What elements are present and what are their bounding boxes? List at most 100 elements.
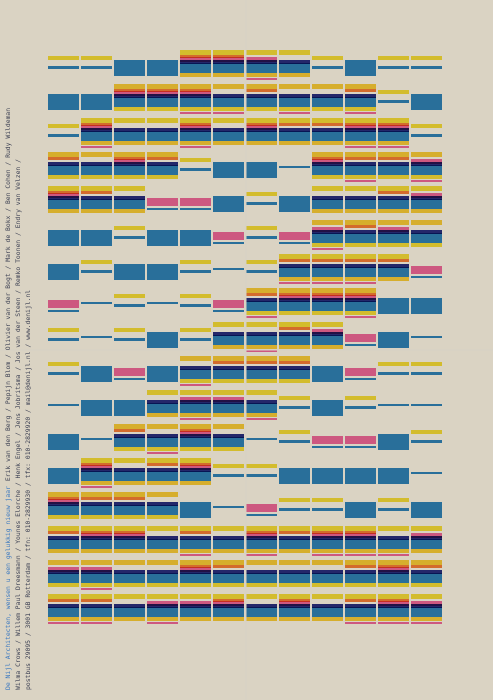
stripe <box>81 141 112 145</box>
stripe <box>114 458 145 463</box>
stripe <box>180 168 211 171</box>
stripe <box>180 458 211 463</box>
stripe <box>114 209 145 213</box>
stripe <box>279 322 310 327</box>
stripe <box>312 220 343 225</box>
stripe <box>213 141 244 145</box>
stripe <box>312 400 343 416</box>
stripe <box>246 554 277 556</box>
stripe <box>147 302 178 304</box>
stripe <box>246 413 277 417</box>
stripe <box>81 131 112 141</box>
stripe <box>213 526 244 531</box>
stripe <box>114 165 145 175</box>
stripe <box>345 565 376 568</box>
stripe <box>81 186 112 191</box>
stripe <box>81 165 112 175</box>
stripe <box>147 583 178 587</box>
stripe <box>279 254 310 259</box>
stripe <box>246 514 277 516</box>
stripe <box>345 165 376 175</box>
stripe <box>147 152 178 157</box>
stripe <box>411 199 442 209</box>
stripe <box>279 327 310 330</box>
stripe <box>180 617 211 621</box>
stripe <box>279 123 310 126</box>
stripe <box>81 588 112 590</box>
stripe <box>48 209 79 213</box>
stripe <box>114 94 145 98</box>
stripe <box>180 424 211 429</box>
stripe <box>345 118 376 123</box>
stripe <box>312 526 343 531</box>
stripe <box>345 436 376 444</box>
stripe <box>345 301 376 311</box>
stripe <box>411 196 442 200</box>
stripe <box>279 242 310 244</box>
stripe <box>147 208 178 210</box>
stripe <box>378 567 409 572</box>
stripe <box>147 471 178 481</box>
stripe <box>81 539 112 549</box>
stripe <box>378 434 409 450</box>
stripe <box>180 270 211 273</box>
stripe <box>345 230 376 234</box>
stripe <box>246 141 277 145</box>
greeting: De Nijl Architecten, wensen u een gelukk… <box>4 486 12 690</box>
stripe <box>411 220 442 225</box>
stripe <box>411 243 442 247</box>
stripe <box>279 264 310 268</box>
stripe <box>378 607 409 617</box>
stripe <box>114 505 145 515</box>
stripe <box>279 356 310 361</box>
stripe <box>246 236 277 239</box>
stripe <box>378 243 409 247</box>
stripe <box>180 384 211 386</box>
stripe <box>378 583 409 587</box>
stripe <box>180 549 211 553</box>
stripe <box>378 56 409 60</box>
stripe <box>147 131 178 141</box>
stripe <box>180 481 211 485</box>
stripe <box>147 60 178 76</box>
stripe <box>147 162 178 166</box>
stripe <box>180 539 211 549</box>
stripe <box>213 390 244 395</box>
stripe <box>48 124 79 128</box>
stripe <box>246 298 277 302</box>
stripe <box>411 175 442 179</box>
stripe <box>48 162 79 166</box>
stripe <box>345 125 376 130</box>
stripe <box>180 158 211 162</box>
stripe <box>312 107 343 111</box>
stripe <box>345 152 376 157</box>
stripe <box>114 91 145 96</box>
stripe <box>345 533 376 538</box>
stripe <box>114 294 145 298</box>
stripe <box>48 468 79 484</box>
stripe <box>246 270 277 273</box>
stripe <box>147 601 178 606</box>
stripe <box>246 301 277 311</box>
stripe <box>279 94 310 98</box>
stripe <box>48 499 79 504</box>
stripe <box>312 295 343 300</box>
stripe <box>345 288 376 293</box>
stripe <box>345 468 376 484</box>
stripe <box>246 97 277 107</box>
stripe <box>114 583 145 587</box>
stripe <box>411 565 442 568</box>
stripe <box>48 157 79 160</box>
stripe <box>312 549 343 553</box>
stripe <box>147 400 178 404</box>
stripe <box>48 338 79 341</box>
stripe <box>81 438 112 440</box>
stripe <box>378 573 409 583</box>
stripe <box>411 266 442 274</box>
stripe <box>279 259 310 262</box>
stripe <box>378 539 409 549</box>
stripe <box>345 175 376 179</box>
stripe <box>147 570 178 574</box>
stripe <box>312 165 343 175</box>
stripe <box>114 400 145 416</box>
